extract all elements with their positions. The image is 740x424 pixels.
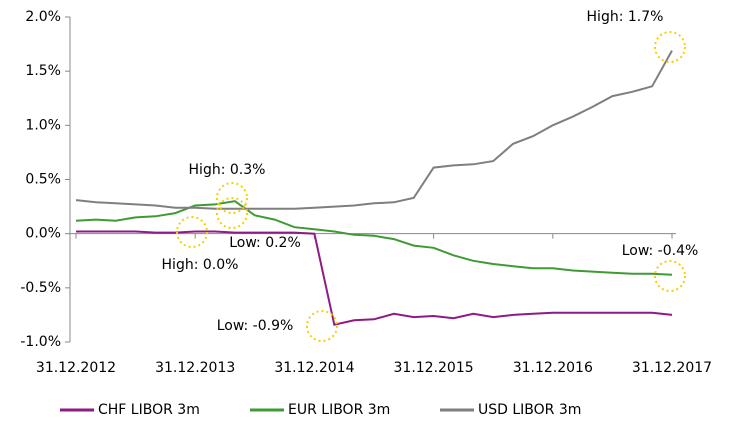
- y-tick-label: 0.0%: [25, 226, 61, 242]
- series-line: [75, 50, 673, 210]
- x-tick-label: 31.12.2013: [155, 360, 235, 376]
- annotation-circle: [176, 216, 208, 248]
- y-tick-label: 2.0%: [25, 9, 61, 25]
- annotation: Low: -0.4%: [622, 243, 699, 259]
- annotation: High: 0.3%: [189, 162, 266, 178]
- x-tick-label: 31.12.2012: [36, 360, 116, 376]
- annotation-circle: [654, 31, 686, 63]
- series-line: [75, 200, 673, 276]
- annotation: High: 1.7%: [587, 9, 664, 25]
- annotation-circle: [654, 260, 686, 292]
- annotation: High: 0.0%: [162, 257, 239, 273]
- annotation-circle: [216, 197, 248, 229]
- y-tick-label: -1.0%: [20, 334, 61, 350]
- x-tick-label: 31.12.2016: [513, 360, 593, 376]
- series-line: [76, 230, 673, 326]
- x-tick-label: 31.12.2015: [394, 360, 474, 376]
- x-tick-label: 31.12.2014: [274, 360, 354, 376]
- y-tick-label: -0.5%: [20, 280, 61, 296]
- y-tick-label: 1.5%: [25, 63, 61, 79]
- y-tick-label: 1.0%: [25, 117, 61, 133]
- annotation-circle: [306, 310, 338, 342]
- legend-label: CHF LIBOR 3m: [98, 402, 200, 418]
- legend-label: EUR LIBOR 3m: [288, 402, 390, 418]
- legend-label: USD LIBOR 3m: [478, 402, 581, 418]
- annotation: Low: -0.9%: [217, 318, 294, 334]
- annotation-circle: [216, 182, 248, 214]
- x-tick-label: 31.12.2017: [632, 360, 712, 376]
- annotation: Low: 0.2%: [229, 235, 301, 251]
- y-tick-label: 0.5%: [25, 172, 61, 188]
